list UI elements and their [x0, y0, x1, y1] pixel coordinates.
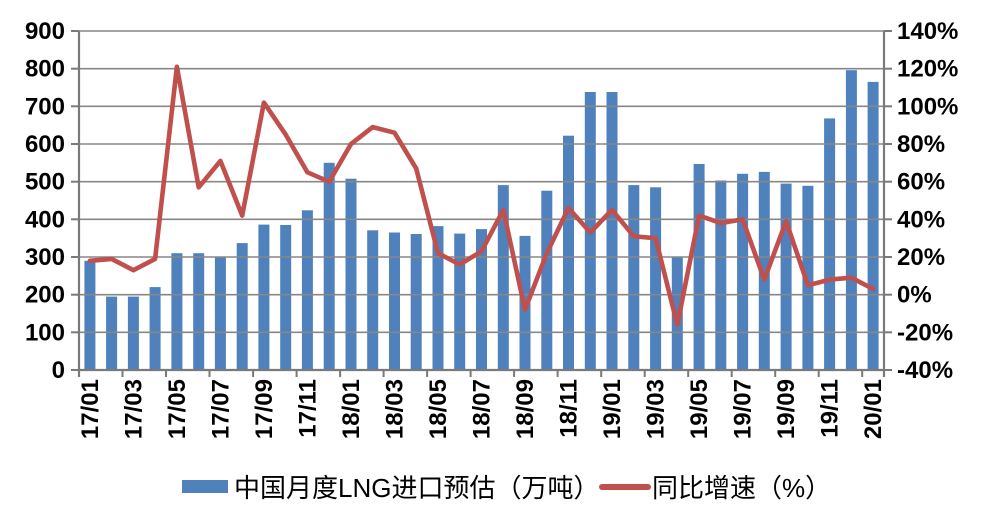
x-axis-label: 17/09	[251, 379, 278, 439]
bar	[149, 287, 161, 370]
x-axis-label: 19/09	[773, 379, 800, 439]
right-axis-label: 100%	[897, 93, 958, 120]
legend-bar-label: 中国月度LNG进口预估（万吨）	[234, 473, 599, 503]
x-axis-label: 17/11	[294, 379, 321, 438]
bar	[280, 225, 292, 370]
x-axis-label: 17/03	[120, 379, 147, 439]
bar	[323, 162, 335, 370]
bar	[193, 253, 205, 370]
bar	[454, 233, 466, 370]
right-axis-label: 120%	[897, 56, 958, 83]
axes-layer	[71, 30, 892, 377]
bar	[628, 185, 640, 370]
left-axis-label: 300	[25, 244, 65, 271]
x-axis-label: 17/01	[77, 379, 104, 439]
bar	[367, 230, 379, 370]
bar	[476, 229, 487, 370]
bar	[410, 234, 422, 370]
line-layer	[87, 64, 876, 328]
bar	[171, 253, 183, 370]
x-axis-label: 18/11	[556, 379, 583, 438]
left-axis-label: 700	[25, 93, 65, 120]
x-axis-label: 17/07	[207, 379, 234, 439]
bar	[802, 185, 814, 370]
right-axis-label: -40%	[897, 357, 953, 384]
bar	[345, 178, 357, 370]
bar	[780, 183, 792, 370]
x-axis-label: 18/01	[338, 379, 365, 439]
bar	[650, 187, 662, 370]
axis-labels-layer: 900 800 700 600 500 400 300 200 100 0 140% 120% 100%…	[25, 18, 958, 439]
right-axis-label: 60%	[897, 169, 945, 196]
right-axis-label: 40%	[897, 206, 945, 233]
bar	[301, 210, 313, 370]
bar	[389, 232, 400, 370]
growth-line	[87, 64, 876, 328]
legend-bar-swatch	[182, 480, 228, 493]
x-axis-label: 18/09	[512, 379, 539, 439]
bar	[541, 190, 553, 370]
right-axis-label: 80%	[897, 131, 945, 158]
bar	[563, 135, 574, 370]
right-axis-label: 20%	[897, 244, 945, 271]
x-axis-label: 17/05	[164, 379, 191, 439]
legend-line-label: 同比增速（%）	[652, 473, 831, 503]
bar	[497, 185, 509, 370]
bar	[432, 226, 444, 370]
x-axis-label: 18/05	[425, 379, 452, 439]
x-axis-label: 18/07	[469, 379, 496, 439]
bar	[824, 118, 836, 371]
right-axis-label: 140%	[897, 18, 958, 45]
bar	[693, 164, 705, 370]
right-axis-label: 0%	[897, 282, 932, 309]
bar	[737, 173, 749, 370]
bar	[867, 81, 879, 371]
left-axis-label: 200	[25, 282, 65, 309]
bar	[606, 92, 618, 370]
x-axis-label: 18/03	[382, 379, 409, 439]
left-axis-label: 100	[25, 319, 65, 346]
legend: 中国月度LNG进口预估（万吨） 同比增速（%）	[182, 473, 831, 503]
x-axis-label: 20/01	[860, 379, 887, 439]
left-axis-label: 400	[25, 206, 65, 233]
bar	[84, 260, 96, 370]
bar	[715, 180, 727, 370]
left-axis-label: 500	[25, 169, 65, 196]
bar	[106, 296, 118, 370]
left-axis-label: 900	[25, 18, 65, 45]
x-axis-label: 19/07	[730, 379, 757, 439]
bar	[236, 243, 248, 370]
x-axis-label: 19/03	[643, 379, 670, 439]
left-axis-label: 600	[25, 131, 65, 158]
left-axis-label: 800	[25, 56, 65, 83]
x-axis-label: 19/11	[817, 379, 844, 438]
bar	[214, 257, 226, 370]
right-axis-label: -20%	[897, 319, 953, 346]
x-axis-label: 19/05	[686, 379, 713, 439]
bar	[758, 171, 770, 370]
bar	[127, 296, 139, 370]
x-axis-label: 19/01	[599, 379, 626, 439]
bar	[258, 224, 270, 370]
left-axis-label: 0	[52, 357, 65, 384]
